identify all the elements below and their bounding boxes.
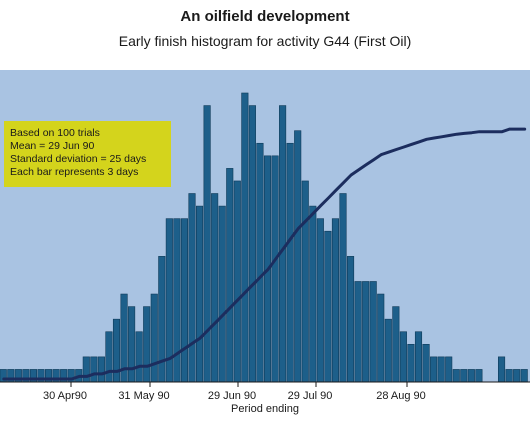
- histogram-bar: [82, 356, 90, 383]
- histogram-bar: [233, 180, 241, 383]
- histogram-bar: [467, 369, 475, 383]
- histogram-bar: [196, 205, 204, 383]
- histogram-bar: [188, 193, 196, 383]
- histogram-bar: [362, 281, 370, 383]
- histogram-bar: [505, 369, 513, 383]
- chart-title: An oilfield development: [180, 8, 350, 25]
- histogram-bar: [475, 369, 483, 383]
- histogram-bar: [520, 369, 528, 383]
- histogram-bar: [339, 193, 347, 383]
- chart-subtitle: Early finish histogram for activity G44 …: [118, 33, 412, 49]
- histogram-bar: [513, 369, 521, 383]
- histogram-bar: [294, 130, 302, 383]
- histogram-bar: [346, 256, 355, 383]
- histogram-bar: [279, 105, 287, 383]
- histogram-bar: [211, 193, 219, 383]
- histogram-bar: [309, 205, 317, 383]
- histogram-bar: [460, 369, 468, 383]
- trial-info-box: Based on 100 trials Mean = 29 Jun 90 Sta…: [4, 121, 171, 187]
- x-axis-label: Period ending: [231, 403, 299, 415]
- x-tick-label: 29 Jul 90: [288, 390, 333, 402]
- histogram-bar: [241, 92, 249, 383]
- histogram-bar: [271, 155, 279, 383]
- x-tick-label: 28 Aug 90: [376, 390, 426, 402]
- histogram-bar: [437, 356, 445, 383]
- histogram-bar: [414, 331, 423, 383]
- histogram-bar: [135, 331, 143, 383]
- histogram-bar: [256, 142, 264, 383]
- x-ticks-group: 30 Apr90 31 May 90 29 Jun 90 29 Jul 90 28 Au…: [43, 382, 426, 402]
- histogram-bar: [218, 205, 226, 383]
- cumulative-line: [2, 127, 527, 381]
- histogram-bar: [316, 218, 324, 383]
- histogram-bar: [90, 356, 98, 383]
- histogram-bar: [445, 356, 453, 383]
- info-line-stddev: Standard deviation = 25 days: [10, 153, 147, 165]
- histogram-bar: [377, 293, 385, 383]
- histogram-bar: [173, 218, 181, 383]
- histogram-bar: [369, 281, 377, 383]
- histogram-bar: [150, 293, 158, 383]
- histogram-bar: [497, 356, 506, 383]
- histogram-bar: [422, 343, 430, 383]
- histogram-bar: [143, 306, 151, 383]
- histogram-bar: [248, 105, 256, 383]
- histogram-bar: [399, 331, 407, 383]
- histogram-bar: [97, 356, 105, 383]
- histogram-bar: [286, 142, 294, 383]
- info-line-bar-width: Each bar represents 3 days: [10, 166, 139, 178]
- info-line-trials: Based on 100 trials: [10, 127, 100, 139]
- x-tick-label: 30 Apr90: [43, 390, 87, 402]
- x-tick-label: 31 May 90: [118, 390, 169, 402]
- x-tick-label: 29 Jun 90: [208, 390, 256, 402]
- histogram-bar: [452, 369, 460, 383]
- histogram-bar: [105, 331, 113, 383]
- histogram-bar: [392, 306, 400, 383]
- histogram-bar: [384, 318, 392, 383]
- histogram-bar: [301, 180, 309, 383]
- histogram-bar: [331, 218, 340, 383]
- histogram-bar: [324, 230, 332, 383]
- histogram-bar: [354, 281, 362, 383]
- histogram-bar: [180, 218, 188, 383]
- histogram-bar: [430, 356, 438, 383]
- histogram-bar: [128, 306, 136, 383]
- histogram-bar: [407, 343, 415, 383]
- histogram-bar: [203, 105, 211, 383]
- info-line-mean: Mean = 29 Jun 90: [10, 140, 95, 152]
- histogram-bar: [226, 168, 234, 383]
